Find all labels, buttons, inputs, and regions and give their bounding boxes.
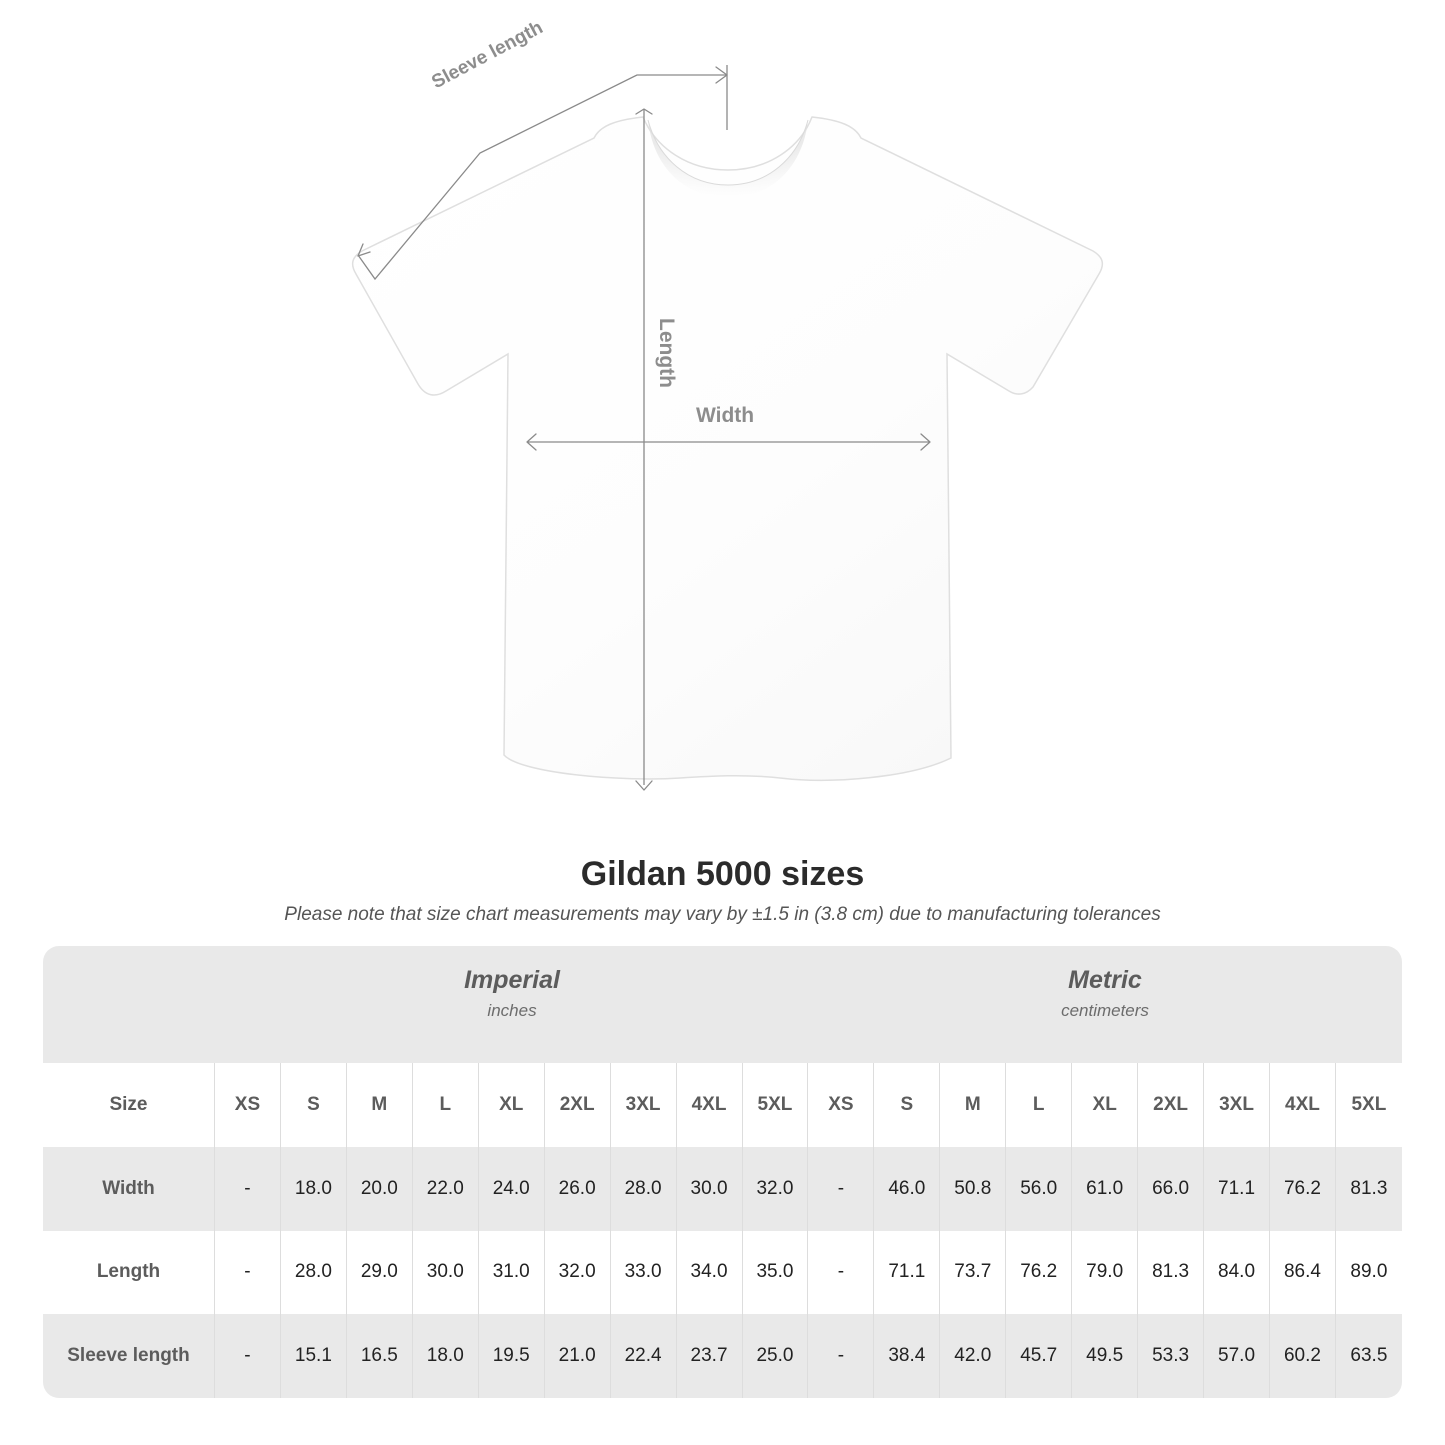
svg-text:Sleeve length: Sleeve length bbox=[428, 17, 546, 93]
svg-text:Width: Width bbox=[696, 404, 754, 427]
svg-text:Length: Length bbox=[655, 318, 678, 388]
